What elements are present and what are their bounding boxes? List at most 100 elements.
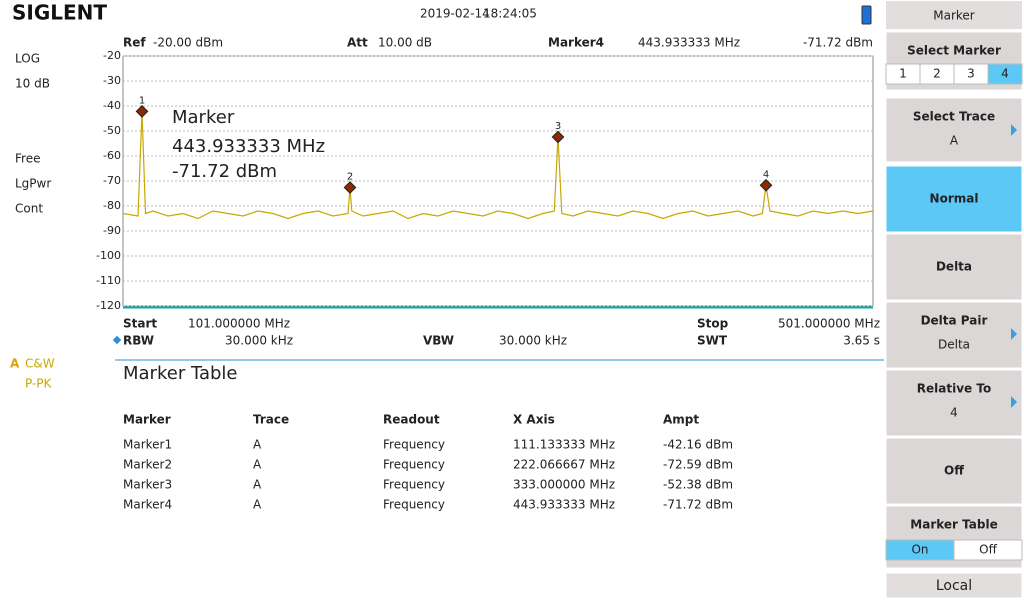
table-cell: 333.000000 MHz (513, 478, 615, 492)
y-tick-label: -110 (96, 274, 121, 287)
marker-label: 3 (555, 121, 561, 132)
date: 2019-02-14 (420, 7, 490, 21)
softkey[interactable] (885, 165, 1023, 233)
marker-label: Marker4 (548, 36, 604, 50)
annotation-ampl: -71.72 dBm (172, 161, 277, 182)
rbw-label: RBW (123, 334, 154, 348)
softkey-option[interactable] (987, 63, 1023, 85)
y-tick-label: -40 (103, 99, 121, 112)
trace-label: A (10, 357, 20, 371)
softkey-option-label: 4 (1001, 67, 1009, 81)
table-header: X Axis (513, 413, 555, 427)
detector-mode: LgPwr (15, 177, 51, 191)
table-cell: Frequency (383, 498, 445, 512)
swt-label: SWT (697, 334, 728, 348)
marker (343, 181, 357, 194)
table-cell: A (253, 458, 262, 472)
softkey-label: Relative To (917, 382, 991, 396)
table-cell: A (253, 498, 262, 512)
swt-value: 3.65 s (843, 334, 880, 348)
menu-title-box (886, 1, 1022, 29)
time: 18:24:05 (483, 7, 537, 21)
ref-label: Ref (123, 36, 146, 50)
softkey-arrow (1011, 328, 1017, 340)
annotation-title: Marker (172, 107, 235, 128)
softkey-label: Normal (930, 192, 979, 206)
softkey[interactable] (885, 97, 1023, 163)
scale-div: 10 dB (15, 77, 50, 91)
table-cell: A (253, 438, 262, 452)
softkey-option[interactable] (953, 539, 1023, 561)
table-cell: -42.16 dBm (663, 438, 733, 452)
table-header: Marker (123, 413, 171, 427)
table-cell: 111.133333 MHz (513, 438, 615, 452)
table-title: Marker Table (123, 363, 238, 384)
softkey-value: Delta (938, 338, 970, 352)
rbw-indicator (112, 335, 122, 345)
y-tick-label: -120 (96, 299, 121, 312)
softkey-label: Select Trace (913, 110, 995, 124)
trace-mode: C&W (25, 357, 55, 371)
table-header: Ampt (663, 413, 699, 427)
softkey[interactable] (885, 369, 1023, 437)
battery-icon (861, 5, 872, 25)
sweep: Cont (15, 202, 43, 216)
trigger: Free (15, 152, 40, 166)
table-cell: Marker2 (123, 458, 172, 472)
table-cell: A (253, 478, 262, 492)
att-label: Att (347, 36, 368, 50)
annotation-freq: 443.933333 MHz (172, 136, 325, 157)
marker (759, 178, 773, 192)
table-cell: Frequency (383, 478, 445, 492)
softkey-label: Local (936, 578, 972, 594)
y-tick-label: -70 (103, 174, 121, 187)
softkey[interactable] (885, 233, 1023, 301)
softkey-label: Marker Table (910, 518, 997, 532)
y-tick-label: -30 (103, 74, 121, 87)
table-cell: -71.72 dBm (663, 498, 733, 512)
softkey-arrow (1011, 124, 1017, 136)
att-value: 10.00 dB (378, 36, 432, 50)
y-tick-label: -20 (103, 49, 121, 62)
marker (551, 130, 565, 144)
marker-label: 4 (763, 169, 769, 180)
scale-type: LOG (15, 52, 40, 66)
table-cell: -72.59 dBm (663, 458, 733, 472)
softkey[interactable] (885, 437, 1023, 505)
trace (122, 111, 874, 220)
table-cell: Marker3 (123, 478, 172, 492)
brand: SIGLENT (12, 1, 107, 25)
softkey-label: Off (944, 464, 964, 478)
table-cell: 443.933333 MHz (513, 498, 615, 512)
table-cell: Frequency (383, 438, 445, 452)
menu-title: Marker (933, 9, 975, 23)
softkey[interactable] (885, 301, 1023, 369)
table-header: Trace (253, 413, 289, 427)
table-cell: -52.38 dBm (663, 478, 733, 492)
y-tick-label: -100 (96, 249, 121, 262)
softkey-value: A (950, 134, 959, 148)
softkey-option-label: On (911, 543, 928, 557)
softkey-option-label: 3 (967, 67, 975, 81)
ref-value: -20.00 dBm (153, 36, 223, 50)
table-header: Readout (383, 413, 440, 427)
table-cell: 222.066667 MHz (513, 458, 615, 472)
softkey-option-label: Off (979, 543, 997, 557)
y-tick-label: -80 (103, 199, 121, 212)
softkey-label: Select Marker (907, 44, 1001, 58)
vbw-label: VBW (423, 334, 454, 348)
softkey-value: 4 (950, 406, 958, 420)
trace-detector: P-PK (25, 377, 53, 391)
y-tick-label: -60 (103, 149, 121, 162)
start-value: 101.000000 MHz (188, 317, 290, 331)
softkey[interactable] (885, 572, 1023, 599)
softkey-arrow (1011, 396, 1017, 408)
stop-value: 501.000000 MHz (778, 317, 880, 331)
start-label: Start (123, 317, 157, 331)
table-cell: Marker4 (123, 498, 172, 512)
rbw-value: 30.000 kHz (225, 334, 293, 348)
marker (135, 105, 149, 118)
marker-freq: 443.933333 MHz (638, 36, 740, 50)
